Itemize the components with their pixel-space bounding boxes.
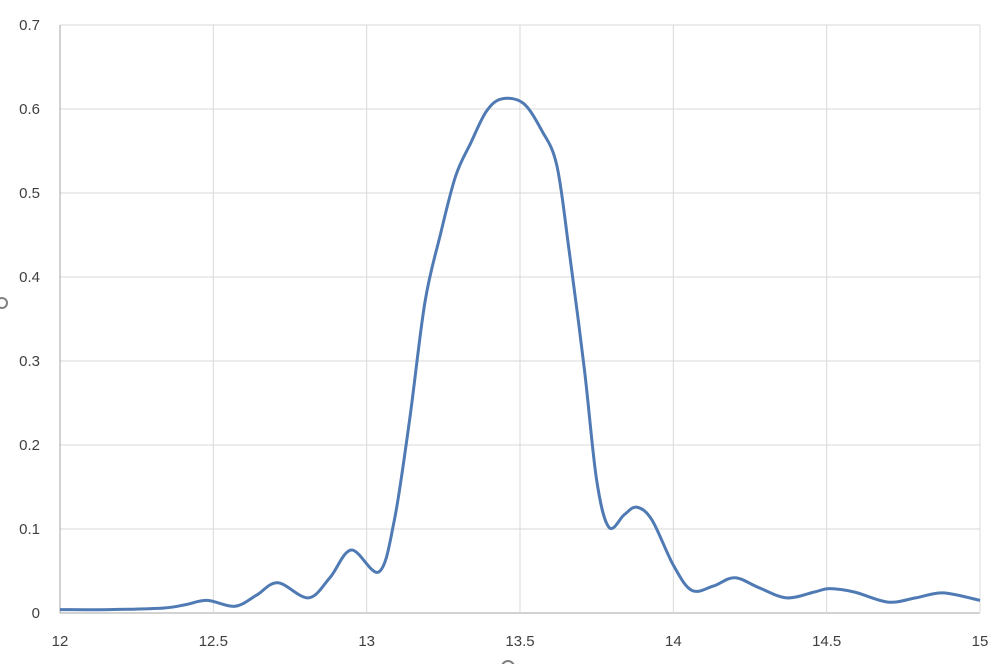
x-tick-label: 12 bbox=[52, 633, 69, 650]
y-tick-label: 0.6 bbox=[19, 101, 40, 118]
series-line bbox=[59, 96, 981, 612]
y-tick-label: 0.5 bbox=[19, 185, 40, 202]
x-tick-label: 12.5 bbox=[199, 633, 228, 650]
y-tick-label: 0.1 bbox=[19, 521, 40, 538]
y-tick-label: 0.2 bbox=[19, 437, 40, 454]
resize-handle-bottom bbox=[501, 660, 515, 664]
y-tick-label: 0.3 bbox=[19, 353, 40, 370]
resize-handle-left bbox=[0, 297, 8, 309]
x-tick-label: 15 bbox=[972, 633, 989, 650]
y-tick-label: 0 bbox=[32, 605, 40, 622]
x-tick-label: 14 bbox=[665, 633, 682, 650]
x-tick-label: 14.5 bbox=[812, 633, 841, 650]
y-tick-label: 0.7 bbox=[19, 17, 40, 34]
y-tick-label: 0.4 bbox=[19, 269, 40, 286]
x-tick-label: 13.5 bbox=[505, 633, 534, 650]
x-tick-label: 13 bbox=[358, 633, 375, 650]
